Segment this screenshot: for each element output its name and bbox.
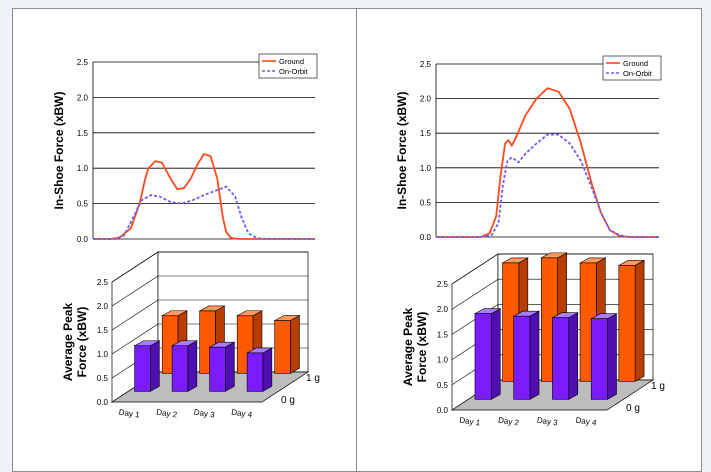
y-tick-label: 1.5 [437,330,449,339]
bar-front [590,318,608,400]
bar-front [513,315,531,400]
bar-front [474,313,492,400]
y-tick-label: 1.0 [77,164,89,173]
bar-side [225,341,235,392]
depth-label-1g: 1 g [651,381,665,392]
x-tick-label: Day 2 [156,408,178,420]
y-tick-label: 1.0 [437,356,449,365]
bar-1g-4 [273,315,301,374]
gridline [111,251,159,283]
x-tick-label: Day 1 [118,408,140,420]
bar-side [607,313,617,400]
bar-1g-4 [617,259,646,382]
x-tick-label: Day 3 [193,408,215,420]
depth-label-0g: 0 g [281,395,295,406]
y-tick-label: 1.0 [97,350,109,359]
gridline [111,275,159,307]
y-axis-title: In-Shoe Force (xBW) [395,91,409,209]
y-tick-label: 0.0 [77,235,89,244]
bar-side [634,259,645,382]
gridline [451,278,499,310]
y-tick-label: 1.5 [77,129,89,138]
y-axis-title: Average PeakForce (xBW) [61,303,89,382]
depth-label-0g: 0 g [626,403,640,414]
y-tick-label: 0.0 [420,233,432,242]
x-tick-label: Day 3 [536,416,558,428]
depth-label-1g: 1 g [306,373,320,384]
bar-0g-2 [170,340,199,392]
series-line-ground [93,153,315,240]
y-tick-label: 0.0 [437,406,449,415]
bar-side [150,340,160,392]
bar-0g-3 [208,341,236,392]
y-tick-label: 0.5 [437,381,449,390]
y-tick-label: 2.0 [437,305,449,314]
y-tick-label: 2.0 [97,302,109,311]
bar-0g-2 [512,310,541,400]
y-axis-title-line: Average Peak [401,308,415,387]
y-tick-label: 1.0 [420,164,432,173]
bar-front [246,352,264,392]
y-tick-label: 2.5 [77,58,89,67]
bar-0g-1 [133,340,161,392]
y-tick-label: 2.5 [420,60,432,69]
y-tick-label: 0.5 [420,198,432,207]
bar-chart-3: 0.0 0.5 1.0 1.5 2.0 2.5 Day 1 Day 2 Day 3 Day 4 1 … [61,251,320,420]
bar-0g-4 [245,347,274,392]
y-tick-label: 1.5 [97,326,109,335]
bar-front [134,345,151,392]
bar-front [209,346,226,392]
y-axis-title-line: Force (xBW) [75,307,89,378]
y-tick-label: 0.0 [97,398,109,407]
y-tick-label: 2.0 [77,93,89,102]
series-line-on-orbit [93,185,315,240]
legend-label: On-Orbit [623,69,653,78]
y-axis-title: In-Shoe Force (xBW) [52,91,66,209]
y-axis-title-line: Force (xBW) [415,312,429,383]
bar-side [262,347,273,392]
x-tick-label: Day 1 [459,416,481,428]
y-tick-label: 0.5 [77,200,89,209]
gridline [111,323,159,355]
legend-box [258,53,318,79]
bar-0g-4 [590,313,618,400]
x-tick-label: Day 4 [575,416,597,428]
gridline [111,299,159,331]
y-tick-label: 1.5 [420,129,432,138]
bar-side [490,308,501,400]
y-tick-label: 2.5 [97,278,109,287]
bar-front [552,317,570,400]
bar-0g-3 [551,312,579,400]
bar-side [529,310,540,400]
bar-side [187,340,198,392]
bar-0g-1 [473,308,502,400]
line-chart-2: 0.0 0.5 1.0 1.5 2.0 2.5 In-Shoe Force (xBW) Gro… [395,55,662,242]
bar-front [274,320,291,374]
x-tick-label: Day 2 [498,416,520,428]
y-tick-label: 2.5 [437,280,449,289]
bar-chart-4: 0.0 0.5 1.0 1.5 2.0 2.5 Day 1 Day 2 Day 3 Day 4 1 … [401,252,665,428]
legend-box [602,55,662,81]
y-axis-title: Average PeakForce (xBW) [401,308,429,387]
series-line-on-orbit [436,133,659,238]
y-tick-label: 0.5 [97,374,109,383]
y-axis-title-line: Average Peak [61,303,75,382]
bar-front [171,345,189,392]
gridline [451,253,499,285]
y-tick-label: 2.0 [420,95,432,104]
x-tick-label: Day 4 [231,408,253,420]
line-chart-1: 0.0 0.5 1.0 1.5 2.0 2.5 In-Shoe Force (xBW) Gro… [52,53,318,244]
bar-front [618,265,636,382]
series-line-ground [436,87,659,238]
legend-label: Ground [279,57,304,66]
legend-label: Ground [623,59,648,68]
legend-label: On-Orbit [279,67,309,76]
bar-side [290,315,300,374]
bar-side [568,312,579,400]
